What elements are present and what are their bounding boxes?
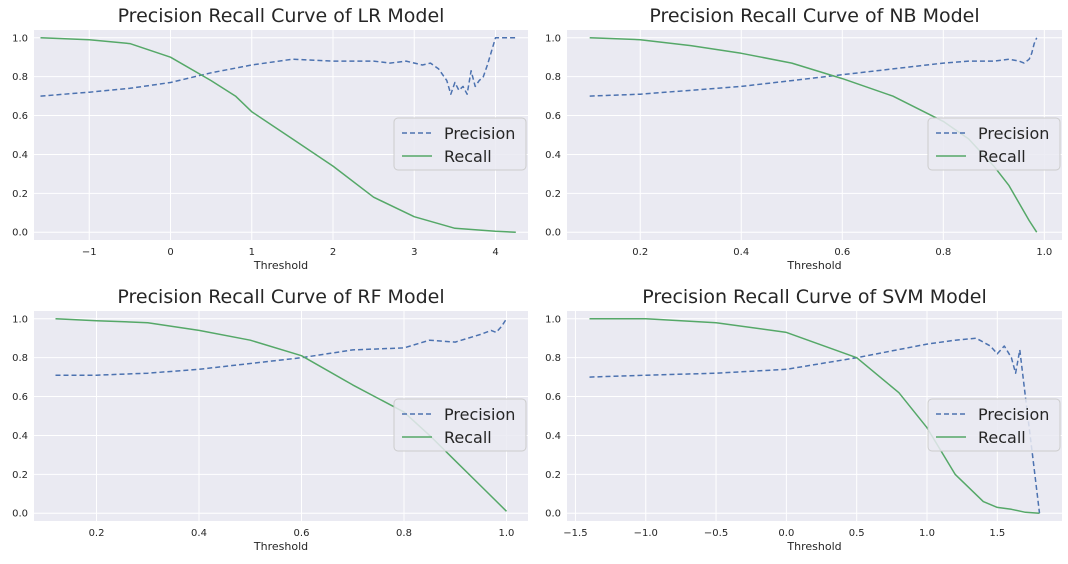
x-tick-label: 0.0 [778,528,794,539]
y-tick-label: 0.6 [545,392,561,403]
chart-title: Precision Recall Curve of LR Model [118,5,445,27]
x-tick-label: 4 [492,247,498,258]
legend-box [393,398,527,452]
x-axis-label: Threshold [786,259,841,272]
legend: Precision Recall [927,117,1061,171]
recall-line [40,37,516,233]
x-tick-label: 1.5 [989,528,1005,539]
chart-title: Precision Recall Curve of SVM Model [642,286,987,308]
x-tick-label: 3 [411,247,417,258]
y-tick-label: 0.0 [12,509,28,520]
legend-label: Precision [978,405,1049,424]
x-tick-label: 0.8 [935,247,951,258]
chart-panel-3: 0.2 0.4 0.6 0.8 1.0 0.0 0.2 0.4 0.6 0.8 1.0 Precisi… [12,286,528,553]
y-tick-label: 0.4 [545,431,561,442]
y-tick-label: 1.0 [12,33,28,44]
y-tick-label: 1.0 [12,314,28,325]
x-tick-label: −1.0 [634,528,658,539]
y-tick-label: 0.2 [12,189,28,200]
y-tick-label: 0.6 [545,111,561,122]
chart-panel-1: −1 0 1 2 3 4 0.0 0.2 0.4 0.6 0.8 1.0 Precision Recal… [12,5,528,272]
legend-label: Precision [444,405,515,424]
legend-box [393,117,527,171]
x-tick-label: 0.4 [191,528,207,539]
legend-box [927,398,1061,452]
x-tick-label: 0.2 [89,528,105,539]
y-tick-label: 0.0 [12,228,28,239]
x-tick-label: 0.6 [834,247,850,258]
chart-title: Precision Recall Curve of NB Model [649,5,979,27]
y-tick-label: 0.2 [545,470,561,481]
y-tick-label: 0.4 [12,150,28,161]
x-tick-label: 0 [167,247,173,258]
y-tick-label: 0.8 [12,72,28,83]
legend-label: Recall [978,147,1026,166]
legend-label: Recall [444,147,492,166]
y-tick-label: 0.8 [12,353,28,364]
x-tick-label: 0.2 [632,247,648,258]
x-tick-label: 0.5 [849,528,865,539]
chart-panel-4: −1.5 −1.0 −0.5 0.0 0.5 1.0 1.5 0.0 0.2 0.4 0.6 0.8 1… [545,286,1062,553]
x-tick-label: −0.5 [704,528,728,539]
precision-line [40,37,516,97]
legend: Precision Recall [393,398,527,452]
x-tick-label: 0.8 [396,528,412,539]
precision-line [55,318,508,376]
recall-line [55,318,508,512]
y-tick-label: 0.8 [545,353,561,364]
y-tick-label: 0.4 [545,150,561,161]
y-tick-label: 0.6 [12,111,28,122]
y-tick-label: 1.0 [545,33,561,44]
legend-label: Precision [444,124,515,143]
legend: Precision Recall [927,398,1061,452]
chart-panel-2: 0.2 0.4 0.6 0.8 1.0 0.0 0.2 0.4 0.6 0.8 1.0 Precisi… [545,5,1062,272]
y-tick-label: 0.0 [545,228,561,239]
y-tick-label: 0.0 [545,509,561,520]
x-tick-label: 1.0 [1036,247,1052,258]
x-tick-label: 0.4 [733,247,749,258]
legend: Precision Recall [393,117,527,171]
precision-line [589,37,1038,97]
legend-label: Recall [978,428,1026,447]
y-tick-label: 0.6 [12,392,28,403]
x-axis-label: Threshold [786,540,841,553]
x-tick-label: 1.0 [499,528,515,539]
x-tick-label: 0.6 [294,528,310,539]
legend-label: Precision [978,124,1049,143]
y-tick-label: 0.8 [545,72,561,83]
chart-title: Precision Recall Curve of RF Model [117,286,444,308]
recall-line [589,318,1040,514]
y-tick-label: 1.0 [545,314,561,325]
recall-line [589,37,1038,233]
legend-label: Recall [444,428,492,447]
x-axis-label: Threshold [253,540,308,553]
legend-box [927,117,1061,171]
x-tick-label: 1.0 [919,528,935,539]
x-tick-label: 2 [330,247,336,258]
x-tick-label: 1 [249,247,255,258]
x-tick-label: −1 [82,247,97,258]
y-tick-label: 0.4 [12,431,28,442]
y-tick-label: 0.2 [12,470,28,481]
x-tick-label: −1.5 [563,528,587,539]
x-axis-label: Threshold [253,259,308,272]
y-tick-label: 0.2 [545,189,561,200]
